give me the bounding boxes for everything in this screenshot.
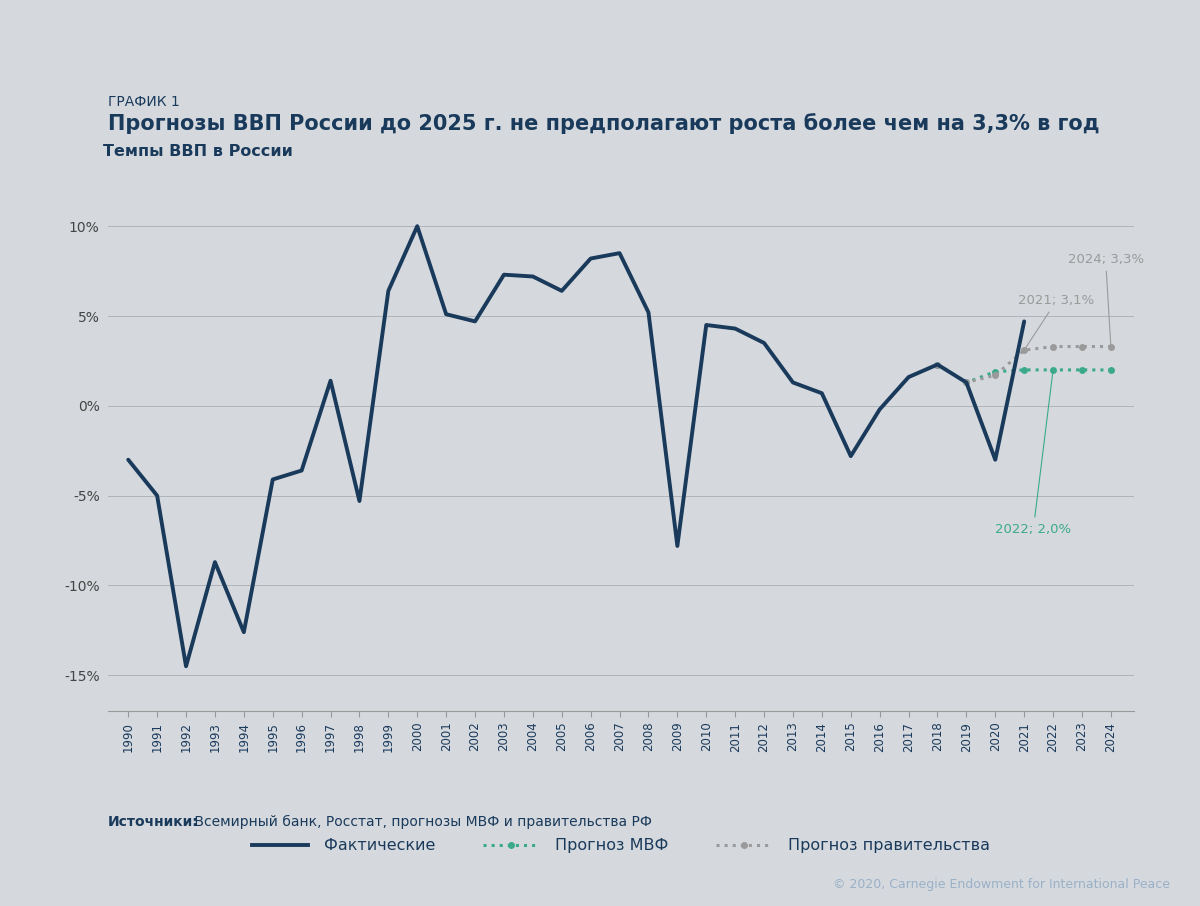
Text: Всемирный банк, Росстат, прогнозы МВФ и правительства РФ: Всемирный банк, Росстат, прогнозы МВФ и … (190, 814, 652, 829)
Legend: Фактические, Прогноз МВФ, Прогноз правительства: Фактические, Прогноз МВФ, Прогноз правит… (246, 832, 996, 860)
Text: Прогнозы ВВП России до 2025 г. не предполагают роста более чем на 3,3% в год: Прогнозы ВВП России до 2025 г. не предпо… (108, 113, 1099, 134)
Text: 2021; 3,1%: 2021; 3,1% (1019, 294, 1094, 348)
Text: 2024; 3,3%: 2024; 3,3% (1068, 253, 1144, 343)
Text: Темпы ВВП в России: Темпы ВВП в России (103, 144, 293, 159)
Text: © 2020, Carnegie Endowment for International Peace: © 2020, Carnegie Endowment for Internati… (833, 878, 1170, 891)
Text: 2022; 2,0%: 2022; 2,0% (995, 372, 1072, 535)
Text: ГРАФИК 1: ГРАФИК 1 (108, 95, 180, 109)
Text: Источники:: Источники: (108, 815, 199, 829)
